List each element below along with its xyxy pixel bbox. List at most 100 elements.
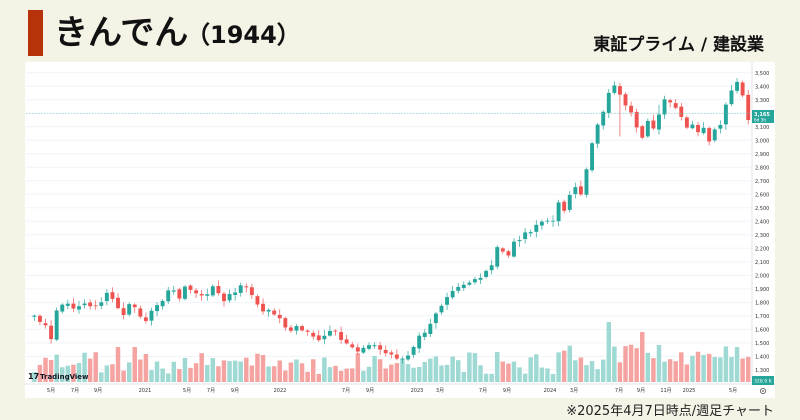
candle-body (37, 315, 42, 322)
candle-body (729, 90, 734, 105)
x-tick-label: 9月 (231, 388, 239, 394)
volume-bar (182, 357, 188, 382)
price-axis-bg (752, 62, 775, 398)
volume-bar (706, 353, 712, 382)
volume-bar (684, 364, 690, 382)
candle-body (484, 270, 489, 277)
y-tick-label: 1,400 (755, 354, 769, 360)
volume-bar (266, 366, 271, 382)
volume-bar (104, 365, 110, 382)
candle-body (333, 330, 338, 332)
y-tick-label: 2,500 (755, 206, 769, 212)
x-tick-label: 9月 (503, 388, 511, 394)
y-tick-label: 2,300 (755, 233, 769, 239)
candle-body (216, 286, 221, 294)
candle-body (322, 335, 327, 340)
x-tick-label: 2021 (139, 388, 152, 394)
volume-bar (310, 359, 316, 382)
candle-body (121, 308, 126, 316)
candle-body (696, 124, 700, 133)
gear-ring (760, 387, 767, 394)
y-tick-label: 1,900 (755, 287, 769, 293)
candle-body (155, 305, 160, 312)
y-tick-label: 3,100 (755, 125, 769, 131)
volume-bar (718, 357, 723, 382)
y-tick-label: 3,000 (755, 138, 769, 144)
candle-body (316, 335, 321, 341)
candle-body (422, 332, 427, 337)
volume-bar (489, 373, 494, 382)
tradingview-watermark: 17 TradingView (28, 372, 89, 381)
volume-bar (60, 367, 65, 382)
volume-bar (87, 358, 93, 382)
candle-body (651, 120, 656, 129)
candle-body (82, 303, 87, 306)
volume-bar (439, 365, 444, 382)
candle-body (634, 111, 639, 128)
volume-bar (76, 363, 82, 382)
candle-body (233, 292, 238, 295)
x-tick-label: 7月 (615, 388, 623, 394)
candle-body (584, 169, 589, 195)
volume-bar (612, 346, 617, 382)
volume-bar (216, 366, 221, 382)
candle-body (367, 345, 371, 349)
candle-body (534, 224, 539, 232)
stock-code: （1944） (186, 21, 301, 49)
candle-body (177, 289, 182, 299)
candle-body (433, 313, 438, 324)
volume-bar (444, 364, 450, 382)
footnote: ※2025年4月7日時点/週足チャート (566, 404, 774, 419)
x-tick-label: 5月 (47, 388, 55, 394)
candle-body (339, 332, 344, 340)
candle-body (261, 303, 265, 312)
volume-bar (210, 358, 216, 382)
candle-body (445, 297, 450, 305)
y-tick-label: 1,800 (755, 300, 769, 306)
volume-bar (132, 347, 137, 382)
x-tick-label: 9月 (366, 388, 374, 394)
chart-header: きんでん （1944） 東証プライム / 建設業 (0, 0, 800, 62)
volume-bar (617, 362, 623, 382)
candle-body (372, 345, 377, 347)
volume-bar (138, 359, 143, 382)
candle-body (249, 287, 254, 296)
volume-bar (322, 357, 327, 382)
candle-body (272, 310, 277, 315)
volume-value: 328.9 K (754, 379, 773, 385)
volume-bar (338, 370, 344, 382)
volume-bar (149, 370, 154, 382)
company-name: きんでん (54, 13, 189, 53)
candle-body (255, 296, 260, 305)
time-axis: 5月 7月 9月 2021 5月 7月 9月 2022 7月 9月 2023 3月 7月 9月 2024 3月… (25, 383, 775, 394)
volume-bar (361, 370, 366, 382)
chart-panel: 1,300 1,400 1,500 1,600 1,700 1,800 1,900 2,000… (25, 62, 775, 398)
volume-bar (121, 370, 126, 382)
candle-body (266, 309, 271, 312)
volume-bar (461, 372, 467, 382)
x-tick-label: 7月 (71, 388, 79, 394)
volume-bar (628, 344, 634, 382)
volume-bar (534, 354, 539, 382)
volume-bar (143, 354, 149, 382)
candle-body (378, 345, 383, 350)
candle-body (506, 251, 511, 256)
volume-bar (294, 359, 299, 382)
y-tick-label: 2,800 (755, 165, 769, 171)
candle-body (567, 194, 572, 210)
volume-bar (634, 348, 639, 382)
candle-body (166, 290, 171, 302)
price-candles (32, 78, 751, 364)
y-tick-label: 1,700 (755, 314, 769, 320)
candle-body (467, 282, 472, 285)
volume-bar (37, 364, 43, 382)
y-tick-label: 2,600 (755, 192, 769, 198)
volume-bar (656, 344, 662, 382)
gear-hub (762, 390, 764, 392)
volume-bar (110, 364, 115, 382)
volume-bar (606, 322, 612, 382)
candle-body (746, 94, 751, 121)
volume-bar (450, 356, 455, 382)
candle-body (740, 82, 745, 96)
